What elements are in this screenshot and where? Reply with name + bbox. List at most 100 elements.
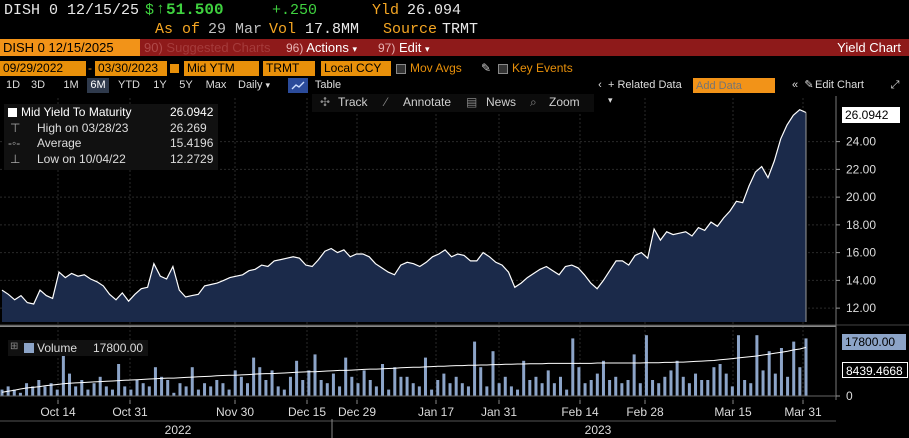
- field-select[interactable]: Mid YTM: [184, 61, 259, 76]
- track-button[interactable]: Track: [338, 95, 368, 109]
- volume-bar: [608, 380, 612, 396]
- tab-1m[interactable]: 1M: [63, 79, 79, 91]
- source-select[interactable]: TRMT: [263, 61, 315, 76]
- controls-row: 09/29/2022 - 03/30/2023 Mid YTM TRMT Loc…: [0, 61, 909, 76]
- date-dash: -: [88, 61, 92, 75]
- volume-bar: [681, 376, 685, 396]
- tab-ytd[interactable]: YTD: [118, 79, 140, 91]
- volume-bar: [675, 360, 679, 396]
- zoom-button[interactable]: Zoom: [549, 95, 580, 109]
- volume-bar: [417, 386, 421, 396]
- menu-bar: DISH 0 12/15/2025 90) Suggested Charts 9…: [0, 39, 909, 56]
- tab-1d[interactable]: 1D: [5, 79, 21, 91]
- pencil-icon[interactable]: ✎: [804, 79, 814, 91]
- ticker-input[interactable]: DISH 0 12/15/2025: [0, 39, 140, 56]
- volume-bar: [454, 376, 458, 396]
- volume-bar: [626, 380, 630, 396]
- volume-bar: [546, 370, 550, 396]
- volume-bar: [730, 386, 734, 396]
- volume-bar: [135, 380, 139, 396]
- line-chart-icon[interactable]: [288, 78, 308, 93]
- volume-bar: [338, 386, 342, 396]
- volume-bar: [497, 383, 501, 396]
- volume-bar: [559, 376, 563, 396]
- tab-5y[interactable]: 5Y: [179, 79, 193, 91]
- key-events-checkbox[interactable]: [498, 64, 508, 74]
- volume-bar: [761, 370, 765, 396]
- volume-bar: [301, 380, 305, 396]
- volume-bar: [221, 383, 225, 396]
- tab-max[interactable]: Max: [205, 79, 227, 91]
- tab-1y[interactable]: 1Y: [153, 79, 167, 91]
- pencil-icon[interactable]: ✎: [481, 61, 492, 75]
- legend-series-row[interactable]: Mid Yield To Maturity 26.0942: [4, 105, 218, 120]
- volume-bar: [374, 386, 378, 396]
- volume-bar: [31, 386, 35, 396]
- tab-6m[interactable]: 6M: [87, 78, 109, 93]
- y-tick-label: 18.00: [846, 218, 876, 232]
- volume-bar: [147, 386, 151, 396]
- volume-bar: [485, 386, 489, 396]
- table-button[interactable]: Table: [314, 79, 342, 91]
- volume-bar: [123, 386, 127, 396]
- chevron-left-icon[interactable]: ‹: [598, 79, 602, 91]
- x-tick-label: Dec 15: [288, 405, 326, 419]
- x-tick-label: Mar 31: [784, 405, 822, 419]
- volume-bar: [276, 386, 280, 396]
- high-label: High on 03/28/23: [37, 121, 129, 135]
- actions-menu[interactable]: 96) Actions ▾: [286, 39, 376, 56]
- volume-bar: [55, 389, 59, 396]
- volume-bar: [712, 367, 716, 396]
- key-events-label[interactable]: Key Events: [512, 61, 573, 75]
- volume-bar: [368, 380, 372, 396]
- volume-bar: [61, 354, 65, 396]
- volume-bar: [749, 383, 753, 396]
- double-chevron-left-icon[interactable]: «: [791, 79, 799, 91]
- edit-chart-button[interactable]: Edit Chart: [815, 79, 864, 91]
- x-tick-label: Mar 15: [714, 405, 752, 419]
- start-date-field[interactable]: 09/29/2022: [0, 61, 86, 76]
- annotate-button[interactable]: Annotate: [403, 95, 452, 109]
- volume-legend[interactable]: ⊞ Volume 17800.00: [8, 340, 148, 356]
- volume-bar: [503, 376, 507, 396]
- volume-bar: [184, 386, 188, 396]
- last-price: 51.500: [166, 1, 224, 19]
- low-value: 12.2729: [170, 152, 214, 166]
- related-data-button[interactable]: + Related Data ▾: [608, 78, 688, 105]
- suggested-label: Suggested Charts: [166, 40, 271, 55]
- volume-bar: [565, 389, 569, 396]
- actions-label: Actions: [306, 40, 349, 55]
- yield-series: [1, 108, 807, 322]
- news-button[interactable]: News: [486, 95, 517, 109]
- volume-bar: [792, 341, 796, 396]
- expand-icon[interactable]: ⤢: [890, 79, 900, 91]
- x-tick-label: Feb 28: [626, 405, 664, 419]
- mov-avgs-label[interactable]: Mov Avgs: [410, 61, 462, 75]
- mov-avgs-checkbox[interactable]: [396, 64, 406, 74]
- suggested-charts-button[interactable]: 90) Suggested Charts: [140, 39, 282, 56]
- volume-value: 17800.00: [93, 341, 144, 355]
- volume-bar: [779, 348, 783, 396]
- edit-menu[interactable]: 97) Edit ▾: [378, 39, 458, 56]
- calendar-icon[interactable]: [170, 64, 179, 73]
- add-data-input[interactable]: [693, 78, 775, 93]
- volume-bar: [18, 392, 22, 396]
- volume-bar: [577, 367, 581, 396]
- ticker-label: DISH 0 12/15/25: [4, 2, 140, 19]
- currency-select[interactable]: Local CCY: [321, 61, 391, 76]
- header-bar: DISH 0 12/15/25 $ ↑ 51.500 +.250 Yld 26.…: [0, 0, 909, 40]
- expand-icon[interactable]: ⊞: [10, 341, 19, 352]
- end-date-field[interactable]: 03/30/2023: [95, 61, 167, 76]
- volume-bar: [153, 367, 157, 396]
- period-select[interactable]: Daily ▾: [238, 78, 280, 93]
- volume-bar: [528, 380, 532, 396]
- source-label: Source: [383, 21, 438, 38]
- chart-canvas[interactable]: 12.00 14.00 16.00 18.00 20.00 22.00 24.00 0 Oct …: [0, 95, 909, 438]
- actions-num: 96): [286, 41, 304, 55]
- tab-3d[interactable]: 3D: [30, 79, 46, 91]
- volume-bar: [669, 370, 673, 396]
- high-value: 26.269: [170, 121, 207, 135]
- volume-bar: [755, 335, 759, 396]
- volume-bar: [423, 357, 427, 396]
- volume-bar: [98, 376, 102, 396]
